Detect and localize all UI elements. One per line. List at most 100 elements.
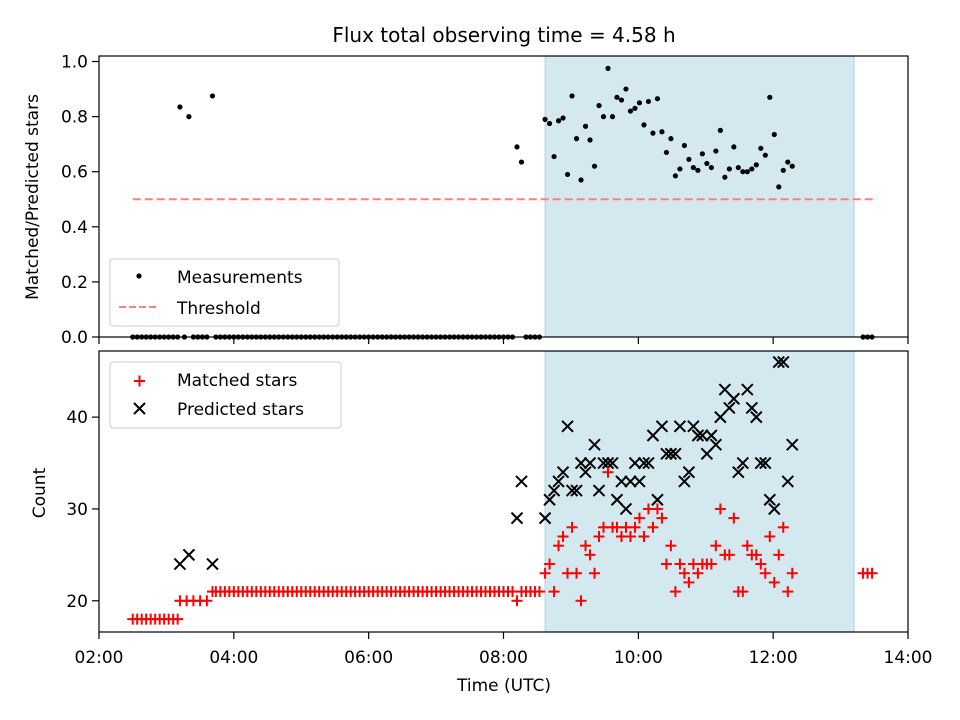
measurement-point (735, 164, 741, 171)
measurement-point (209, 93, 216, 99)
matched-star-point (575, 595, 587, 607)
predicted-star-stroke (664, 447, 678, 461)
predicted-star-stroke (583, 456, 597, 470)
matched-star-point (656, 512, 668, 524)
matched-star-point (647, 521, 659, 533)
measurement-point (551, 153, 557, 160)
predicted-star-stroke (660, 447, 673, 461)
matched-star-point (624, 530, 636, 542)
measurement-point (699, 151, 705, 157)
measurement-point (659, 129, 665, 135)
matched-star-point (777, 521, 789, 533)
measurement-point (681, 142, 688, 149)
predicted-star-point (736, 456, 750, 470)
measurement-point (564, 171, 571, 178)
measurement-point (636, 100, 643, 106)
predicted-star-point (637, 456, 651, 470)
x-tick-label: 04:00 (209, 648, 258, 668)
measurement-point (560, 115, 566, 121)
top-y-axis: 0.0 0.2 0.4 0.6 0.8 1.0 (61, 53, 99, 348)
top-shaded-span (544, 55, 855, 338)
matched-star-point (633, 512, 645, 524)
matched-star-point (786, 567, 798, 579)
measurement-point (668, 136, 674, 142)
legend-predicted-label: Predicted stars (177, 400, 304, 420)
matched-star-point (593, 530, 605, 542)
measurement-point (753, 162, 759, 168)
measurement-point (618, 97, 625, 103)
matched-star-point (629, 521, 641, 533)
predicted-star-stroke (759, 456, 772, 470)
measurement-point (596, 102, 602, 109)
predicted-star-point (768, 502, 781, 516)
y-tick-label: 0.2 (61, 273, 88, 293)
predicted-star-point (664, 447, 678, 461)
measurement-point (582, 123, 589, 129)
matched-star-point (584, 549, 596, 561)
matched-star-point (580, 540, 592, 552)
predicted-star-stroke (741, 383, 754, 396)
predicted-star-point (759, 456, 772, 470)
matched-star-point (782, 586, 794, 598)
predicted-star-stroke (736, 456, 750, 470)
predicted-star-stroke (642, 456, 655, 470)
matched-star-point (201, 595, 213, 607)
predicted-star-stroke (633, 475, 646, 488)
bottom-x-axis: 02:00 04:00 06:00 08:00 10:00 12:00 14:00 (75, 632, 933, 668)
measurement-point (186, 114, 192, 120)
x-tick-label: 12:00 (749, 648, 798, 668)
predicted-star-stroke (763, 493, 777, 506)
predicted-star-point (628, 456, 642, 470)
measurement-point (722, 174, 728, 180)
predicted-star-point (777, 355, 790, 369)
chart-title: Flux total observing time = 4.58 h (332, 23, 675, 47)
predicted-star-point (781, 475, 794, 488)
predicted-star-point (547, 484, 561, 497)
matched-star-point (651, 503, 663, 515)
predicted-star-stroke (727, 392, 741, 405)
predicted-star-point (579, 466, 592, 479)
measurement-point (578, 177, 584, 183)
y-tick-label: 0.0 (61, 328, 88, 348)
matched-star-point (741, 540, 753, 552)
predicted-star-point (772, 355, 785, 369)
legend-matched-marker (134, 375, 145, 387)
predicted-star-point (543, 493, 556, 506)
predicted-star-stroke (754, 456, 768, 470)
predicted-star-stroke (565, 484, 579, 497)
measurement-point (726, 166, 732, 172)
predicted-star-point (597, 456, 610, 470)
matched-star-point (728, 512, 740, 524)
measurement-point (569, 93, 575, 99)
measurement-point (740, 169, 746, 175)
predicted-star-stroke (574, 456, 588, 470)
predicted-star-stroke (768, 502, 781, 516)
measurement-point (780, 167, 786, 173)
predicted-star-point (723, 401, 736, 415)
matched-star-point (669, 586, 681, 598)
predicted-star-stroke (750, 410, 763, 424)
measurement-point (771, 131, 777, 138)
matched-star-point (172, 613, 184, 625)
measurement-point (686, 156, 692, 162)
predicted-star-stroke (651, 493, 664, 506)
predicted-star-stroke (691, 429, 705, 442)
predicted-star-point (565, 484, 579, 497)
matched-star-point (750, 549, 762, 561)
measurement-point (776, 184, 782, 190)
measurement-point (695, 167, 701, 173)
measurement-point (654, 96, 661, 102)
measurement-point (785, 159, 791, 165)
measurement-point (708, 164, 714, 171)
top-legend: Measurements Threshold (109, 258, 340, 327)
y-tick-label: 0.4 (61, 218, 88, 238)
predicted-star-point (660, 447, 673, 461)
predicted-star-stroke (515, 475, 528, 488)
predicted-star-point (763, 493, 777, 506)
predicted-star-stroke (696, 429, 709, 442)
matched-star-point (553, 540, 565, 552)
matched-star-point (660, 558, 672, 570)
predicted-star-point (651, 493, 664, 506)
predicted-star-point (615, 475, 628, 488)
bottom-plot-marks (127, 355, 878, 625)
